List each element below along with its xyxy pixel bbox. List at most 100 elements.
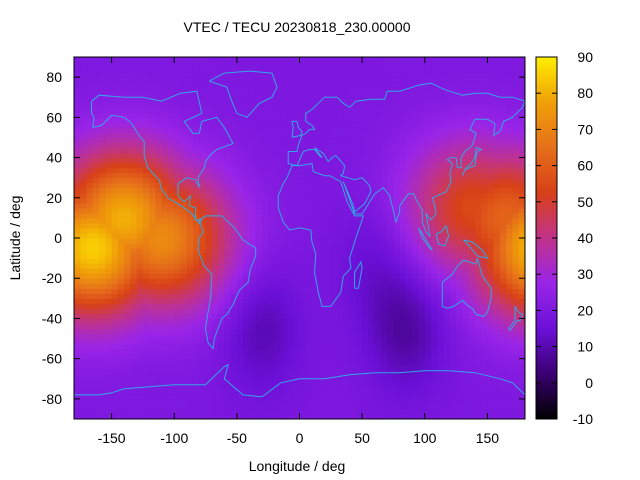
heatmap-cell	[130, 117, 138, 123]
heatmap-cell	[412, 403, 420, 410]
heatmap-cell	[355, 122, 363, 128]
heatmap-cell	[224, 283, 232, 289]
heatmap-cell	[230, 147, 238, 154]
heatmap-cell	[180, 403, 188, 410]
heatmap-cell	[518, 187, 525, 194]
heatmap-cell	[305, 137, 313, 144]
heatmap-cell	[243, 122, 250, 128]
heatmap-cell	[387, 248, 395, 254]
heatmap-cell	[293, 303, 301, 309]
heatmap-cell	[236, 293, 244, 299]
heatmap-cell	[280, 162, 288, 169]
heatmap-cell	[293, 293, 301, 299]
heatmap-cell	[380, 182, 388, 189]
heatmap-cell	[431, 227, 438, 234]
heatmap-cell	[362, 167, 369, 174]
heatmap-cell	[199, 408, 207, 415]
heatmap-cell	[199, 333, 207, 340]
heatmap-cell	[111, 373, 119, 380]
heatmap-cell	[499, 152, 507, 159]
heatmap-cell	[380, 212, 388, 219]
heatmap-cell	[130, 177, 138, 184]
heatmap-cell	[274, 222, 282, 229]
heatmap-cell	[355, 102, 363, 108]
heatmap-cell	[305, 132, 313, 139]
heatmap-cell	[437, 298, 445, 304]
heatmap-cell	[368, 298, 376, 304]
heatmap-cell	[149, 273, 157, 279]
heatmap-cell	[512, 393, 520, 400]
heatmap-cell	[518, 393, 525, 400]
heatmap-cell	[167, 202, 175, 209]
heatmap-cell	[399, 147, 407, 154]
heatmap-cell	[111, 147, 119, 154]
heatmap-cell	[92, 398, 100, 405]
heatmap-cell	[261, 217, 269, 224]
heatmap-cell	[280, 318, 288, 325]
heatmap-cell	[117, 107, 125, 113]
heatmap-cell	[399, 187, 407, 194]
heatmap-cell	[117, 323, 125, 330]
heatmap-cell	[193, 77, 200, 83]
heatmap-cell	[443, 403, 451, 410]
heatmap-cell	[362, 122, 369, 128]
heatmap-cell	[224, 393, 232, 400]
heatmap-cell	[280, 217, 288, 224]
heatmap-cell	[130, 207, 138, 214]
heatmap-cell	[443, 82, 451, 88]
heatmap-cell	[443, 313, 451, 320]
heatmap-cell	[443, 112, 451, 118]
heatmap-cell	[368, 358, 376, 365]
heatmap-cell	[324, 167, 332, 174]
heatmap-cell	[74, 102, 81, 108]
heatmap-cell	[305, 232, 313, 239]
heatmap-cell	[499, 112, 507, 118]
heatmap-cell	[412, 207, 420, 214]
heatmap-cell	[412, 408, 420, 415]
heatmap-cell	[261, 152, 269, 159]
heatmap-cell	[393, 308, 401, 315]
heatmap-cell	[92, 288, 100, 294]
heatmap-cell	[318, 192, 326, 199]
heatmap-cell	[230, 212, 238, 219]
heatmap-cell	[268, 137, 276, 144]
heatmap-cell	[136, 67, 144, 73]
heatmap-cell	[431, 388, 438, 395]
heatmap-cell	[456, 288, 463, 294]
heatmap-cell	[180, 353, 188, 360]
heatmap-cell	[449, 122, 457, 128]
heatmap-cell	[199, 253, 207, 259]
heatmap-cell	[368, 263, 376, 269]
heatmap-cell	[405, 137, 413, 144]
heatmap-cell	[199, 303, 207, 309]
heatmap-cell	[318, 102, 326, 108]
heatmap-cell	[330, 328, 338, 335]
heatmap-cell	[318, 358, 326, 365]
heatmap-cell	[249, 117, 257, 123]
heatmap-cell	[487, 313, 495, 320]
heatmap-cell	[299, 318, 307, 325]
heatmap-cell	[393, 132, 401, 139]
heatmap-cell	[224, 303, 232, 309]
heatmap-cell	[161, 388, 169, 395]
heatmap-cell	[374, 132, 382, 139]
heatmap-cell	[149, 343, 157, 350]
heatmap-cell	[324, 388, 332, 395]
heatmap-cell	[224, 202, 232, 209]
heatmap-cell	[268, 82, 276, 88]
heatmap-cell	[506, 343, 514, 350]
heatmap-cell	[74, 127, 81, 134]
heatmap-cell	[355, 207, 363, 214]
heatmap-cell	[468, 227, 476, 234]
heatmap-cell	[305, 273, 313, 279]
heatmap-cell	[368, 408, 376, 415]
heatmap-cell	[186, 67, 194, 73]
heatmap-cell	[443, 363, 451, 370]
heatmap-cell	[249, 393, 257, 400]
heatmap-cell	[105, 243, 113, 249]
heatmap-cell	[324, 378, 332, 385]
heatmap-cell	[506, 182, 514, 189]
heatmap-cell	[431, 142, 438, 149]
heatmap-cell	[380, 132, 388, 139]
heatmap-cell	[355, 303, 363, 309]
